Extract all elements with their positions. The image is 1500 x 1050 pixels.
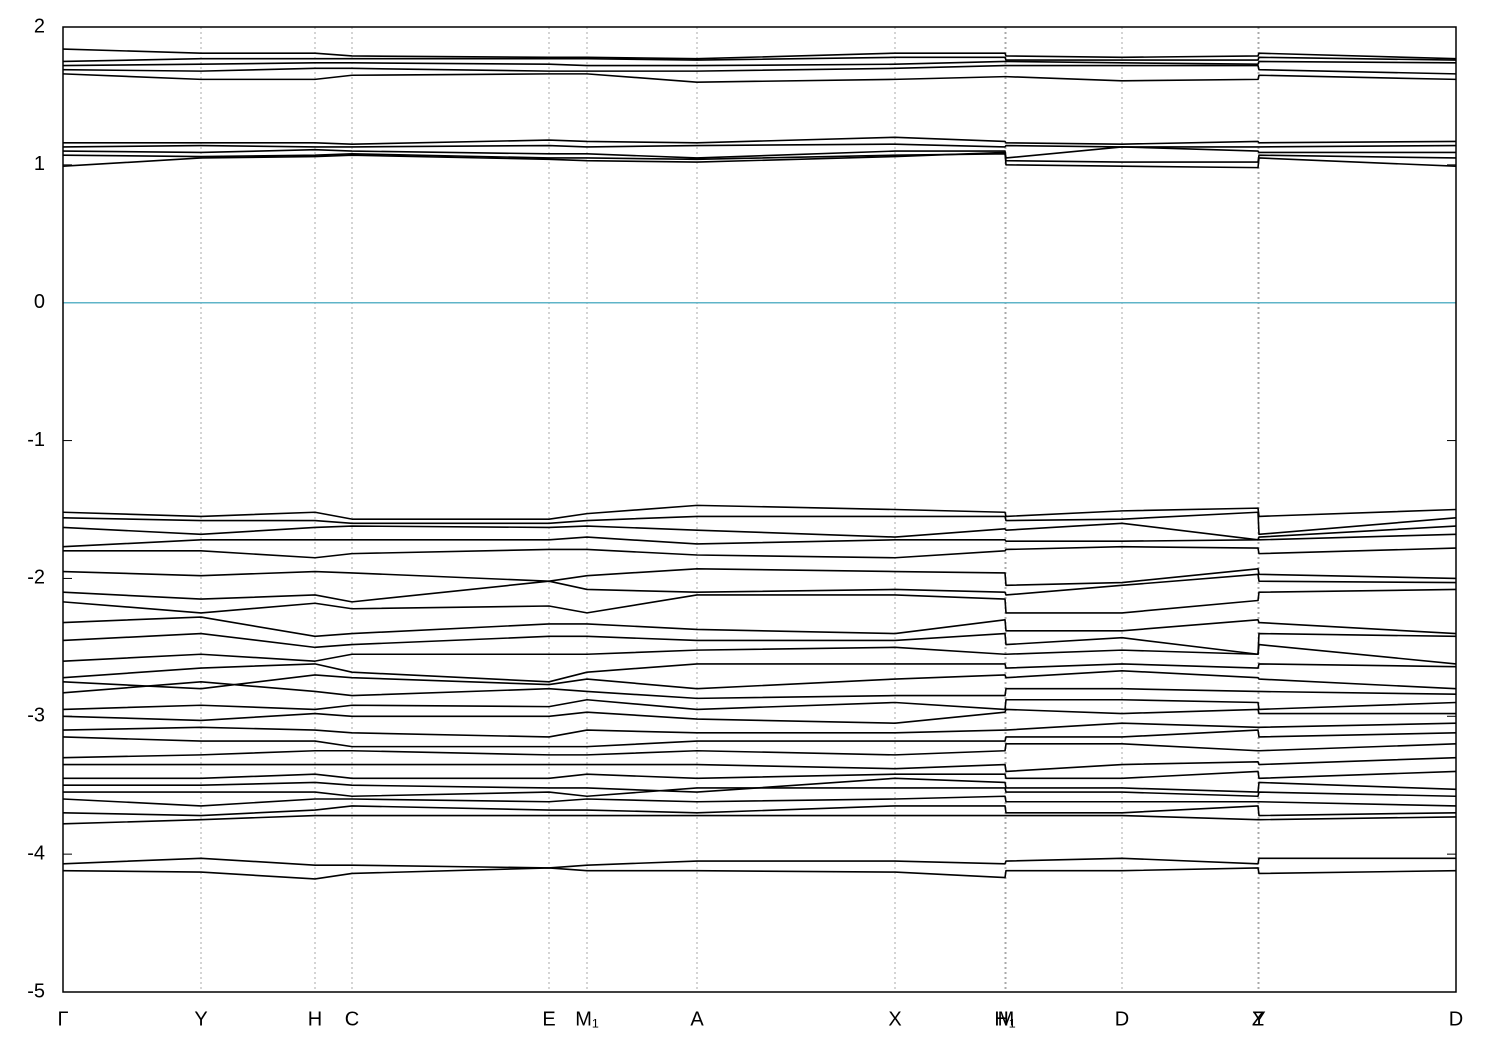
band-line xyxy=(62,60,1457,67)
x-tick-label: X xyxy=(888,1008,901,1030)
band-line xyxy=(63,777,1457,793)
y-tick-label: -1 xyxy=(27,429,45,451)
y-tick-label: 0 xyxy=(34,291,45,313)
band-line xyxy=(63,756,1457,773)
band-line xyxy=(62,669,1457,690)
band-line xyxy=(62,573,1457,603)
band-line xyxy=(62,857,1456,869)
band-line xyxy=(62,632,1457,656)
y-tick-label: 2 xyxy=(34,15,45,37)
band-line xyxy=(62,567,1457,587)
x-tick-label: Z xyxy=(1252,1008,1264,1030)
band-line xyxy=(62,64,1457,75)
x-tick-label: Γ xyxy=(57,1008,68,1030)
band-line xyxy=(63,545,1457,559)
x-tick-label: A xyxy=(690,1008,704,1030)
band-line xyxy=(62,722,1457,738)
band-line xyxy=(62,153,1457,163)
plot-frame xyxy=(62,26,1457,993)
band-line xyxy=(62,143,1457,148)
x-tick-label: Y xyxy=(1252,1008,1265,1030)
y-tick-label: -3 xyxy=(27,705,45,727)
band-line xyxy=(62,146,1456,159)
x-tick-label: H xyxy=(308,1008,322,1030)
band-line xyxy=(63,136,1457,145)
band-line xyxy=(62,588,1457,614)
band-line xyxy=(62,73,1457,83)
band-line xyxy=(62,795,1457,807)
x-tick-label: C xyxy=(345,1008,359,1030)
x-tick-label: Y xyxy=(194,1008,207,1030)
y-tick-label: -4 xyxy=(27,842,45,864)
band-line xyxy=(62,504,1457,520)
y-tick-label: -2 xyxy=(27,567,45,589)
band-line xyxy=(62,867,1457,880)
band-line xyxy=(62,56,1457,63)
band-line xyxy=(62,533,1457,548)
x-tick-label: D xyxy=(1115,1008,1129,1030)
band-line xyxy=(62,663,1457,683)
x-tick-label: D xyxy=(1449,1008,1463,1030)
x-tick-label: M₁ xyxy=(575,1008,599,1030)
band-line xyxy=(62,616,1457,638)
x-tick-label: H₁ xyxy=(994,1008,1015,1030)
band-line xyxy=(62,681,1457,700)
band-line xyxy=(62,805,1457,817)
band-line xyxy=(62,511,1457,536)
band-line xyxy=(62,698,1457,711)
band-line xyxy=(62,151,1457,169)
band-line xyxy=(62,643,1457,665)
band-line xyxy=(62,48,1457,60)
band-line xyxy=(63,770,1457,780)
y-tick-label: 1 xyxy=(34,153,45,175)
band-line xyxy=(63,787,1457,798)
x-tick-label: E xyxy=(542,1008,555,1030)
band-line xyxy=(62,743,1457,759)
band-line xyxy=(62,729,1457,748)
band-line xyxy=(62,814,1457,825)
y-tick-label: -5 xyxy=(27,980,45,1002)
x-tick-label: M xyxy=(998,1008,1015,1030)
band-line xyxy=(62,522,1457,541)
band-line xyxy=(62,708,1456,724)
